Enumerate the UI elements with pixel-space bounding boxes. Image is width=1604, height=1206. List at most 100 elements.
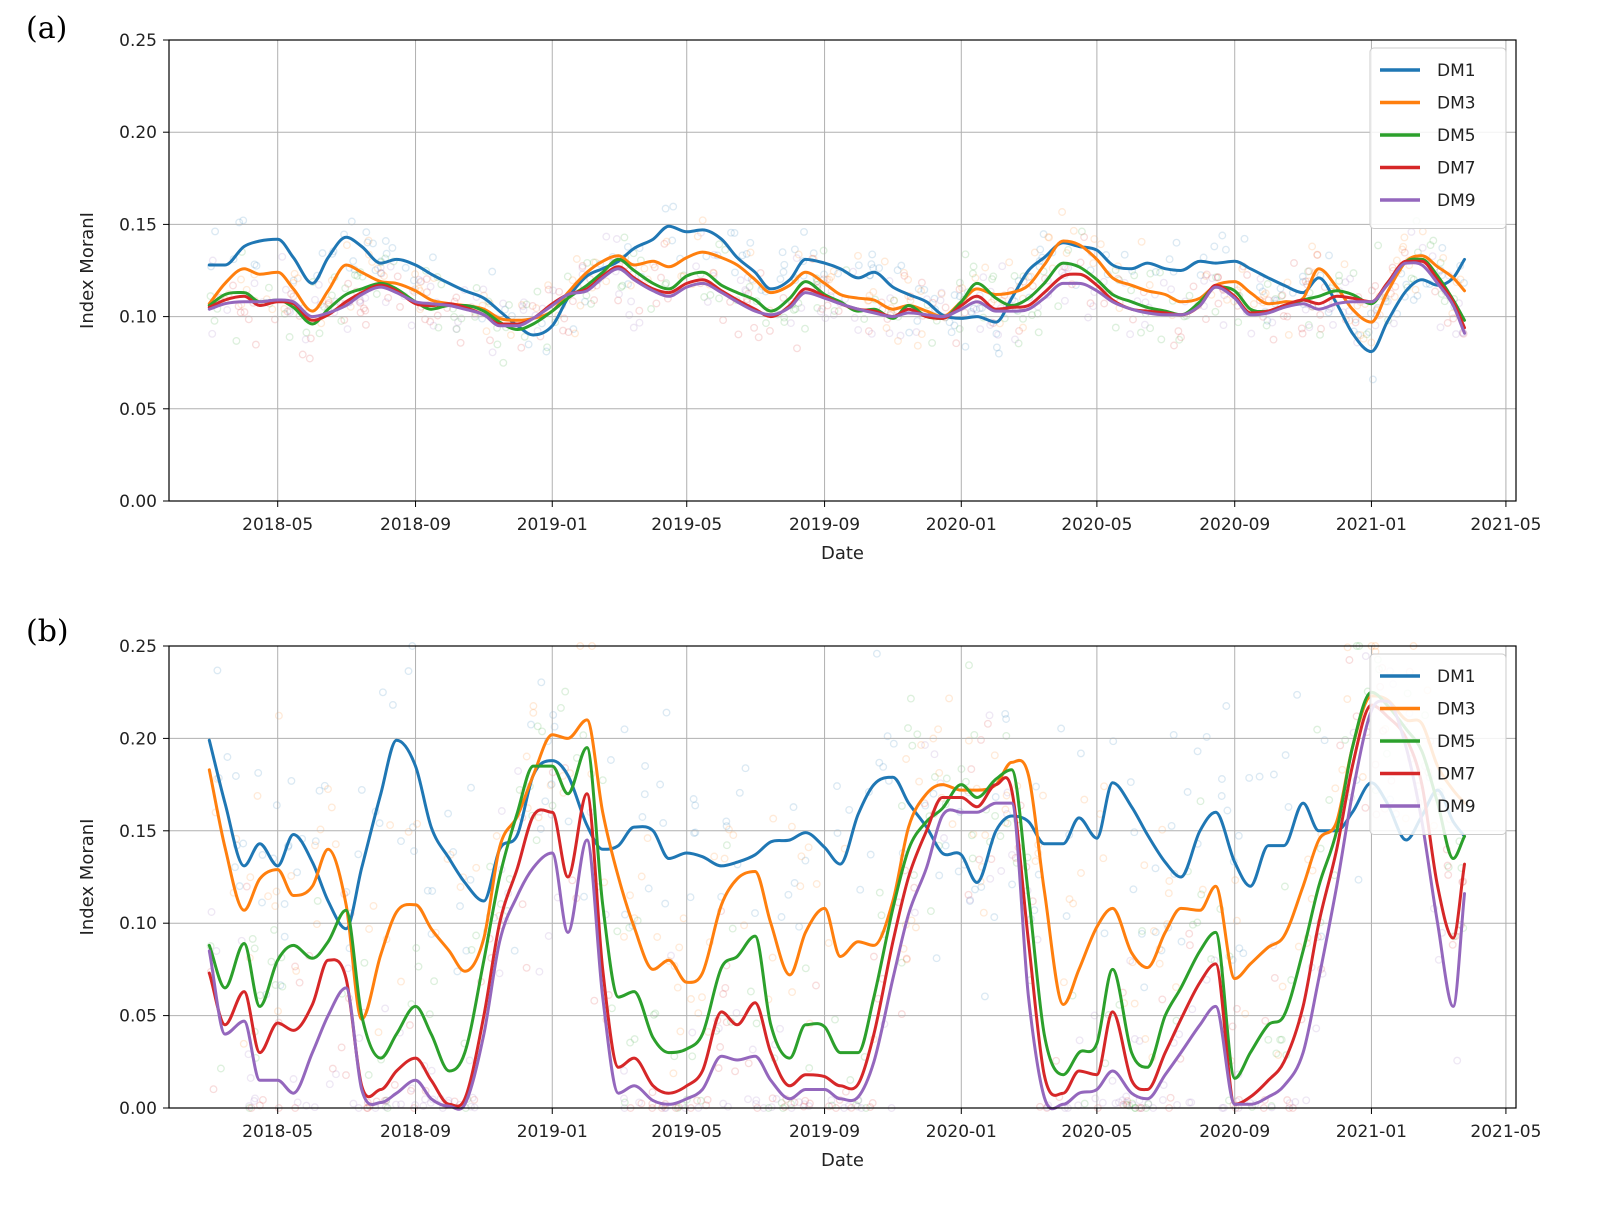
scatter-point: [790, 245, 799, 254]
scatter-point: [1301, 277, 1310, 286]
scatter-point: [719, 1099, 728, 1108]
scatter-point: [965, 897, 974, 905]
scatter-point: [964, 890, 973, 899]
legend-box: [1369, 47, 1507, 229]
scatter-point: [930, 294, 939, 303]
scatter-point: [1210, 242, 1219, 251]
scatter-point: [910, 871, 918, 880]
scatter-point: [1312, 1024, 1321, 1033]
scatter-point: [734, 330, 743, 339]
x-tick-label: 2018-09: [380, 1122, 451, 1142]
scatter-point: [638, 813, 647, 821]
scatter-point: [1019, 314, 1027, 323]
scatter-point: [1335, 271, 1343, 280]
scatter-point: [704, 1027, 713, 1036]
scatter-point: [1364, 328, 1373, 337]
scatter-point: [750, 323, 759, 332]
scatter-point: [1361, 652, 1370, 661]
scatter-point: [1316, 844, 1325, 853]
scatter-point: [287, 776, 296, 785]
scatter-point: [1255, 772, 1264, 781]
scatter-point: [1297, 324, 1306, 333]
scatter-point: [643, 834, 652, 843]
scatter-point: [830, 306, 839, 315]
scatter-point: [910, 908, 919, 917]
scatter-point: [784, 890, 793, 899]
scatter-point: [1343, 643, 1352, 652]
scatter-point: [941, 303, 950, 312]
scatter-point: [1005, 258, 1014, 267]
scatter-point: [349, 1099, 358, 1108]
scatter-point: [1025, 293, 1034, 302]
scatter-point: [271, 902, 280, 911]
scatter-point: [1057, 724, 1066, 733]
scatter-point: [239, 1039, 248, 1048]
scatter-point: [1035, 257, 1044, 266]
scatter-point: [470, 1095, 479, 1104]
scatter-point: [779, 293, 788, 302]
scatter-point: [932, 954, 941, 963]
scatter-point: [313, 896, 322, 905]
scatter-point: [223, 753, 232, 761]
scatter-point: [670, 962, 679, 970]
scatter-point: [578, 261, 587, 270]
scatter-layer-b: [206, 642, 1468, 1112]
scatter-point: [730, 228, 739, 237]
series-line-dm1: [207, 738, 1466, 931]
scatter-point: [549, 710, 558, 719]
scatter-point: [514, 767, 523, 775]
scatter-point: [1439, 253, 1448, 262]
scatter-point: [990, 751, 999, 760]
scatter-point: [1418, 243, 1427, 252]
scatter-point: [1213, 273, 1222, 282]
scatter-point: [1166, 1093, 1175, 1102]
scatter-point: [620, 725, 629, 734]
y-tick-label: 0.05: [119, 400, 157, 420]
scatter-point: [535, 967, 544, 976]
scatter-point: [1174, 327, 1183, 336]
scatter-point: [911, 923, 920, 932]
scatter-point: [292, 966, 301, 975]
scatter-point: [493, 340, 502, 349]
scatter-point: [724, 825, 733, 834]
scatter-point: [467, 783, 475, 792]
scatter-point: [1014, 339, 1023, 348]
scatter-point: [897, 801, 906, 810]
scatter-point: [372, 290, 381, 298]
scatter-point: [997, 867, 1006, 875]
scatter-point: [649, 1010, 658, 1019]
scatter-point: [745, 282, 754, 291]
scatter-point: [1255, 296, 1264, 305]
scatter-point: [827, 1096, 836, 1105]
scatter-point: [1034, 328, 1043, 337]
scatter-point: [456, 883, 465, 891]
y-tick-label: 0.20: [119, 729, 157, 749]
scatter-point: [590, 296, 599, 305]
scatter-point: [453, 967, 462, 976]
scatter-point: [306, 334, 315, 343]
scatter-point: [947, 328, 956, 337]
scatter-point: [316, 825, 325, 834]
ticks-b: 2018-05 2018-09 2019-01 2019-05 2019-09 2020-…: [119, 637, 1541, 1142]
scatter-point: [1091, 1094, 1100, 1103]
scatter-point: [866, 850, 875, 859]
scatter-point: [564, 328, 573, 337]
scatter-point: [620, 1066, 628, 1075]
scatter-point: [805, 1064, 814, 1073]
scatter-point: [975, 855, 984, 864]
scatter-point: [285, 333, 294, 341]
scatter-point: [1196, 271, 1205, 280]
scatter-point: [1399, 242, 1408, 251]
scatter-point: [1127, 286, 1136, 295]
scatter-point: [291, 962, 300, 971]
scatter-point: [752, 297, 761, 306]
scatter-point: [744, 1095, 752, 1104]
scatter-point: [1316, 310, 1325, 319]
scatter-point: [964, 736, 973, 745]
scatter-point: [846, 1076, 855, 1084]
scatter-point: [1299, 277, 1308, 286]
scatter-point: [998, 262, 1007, 271]
scatter-point: [347, 217, 356, 226]
scatter-point: [519, 306, 528, 314]
scatter-point: [568, 297, 577, 306]
